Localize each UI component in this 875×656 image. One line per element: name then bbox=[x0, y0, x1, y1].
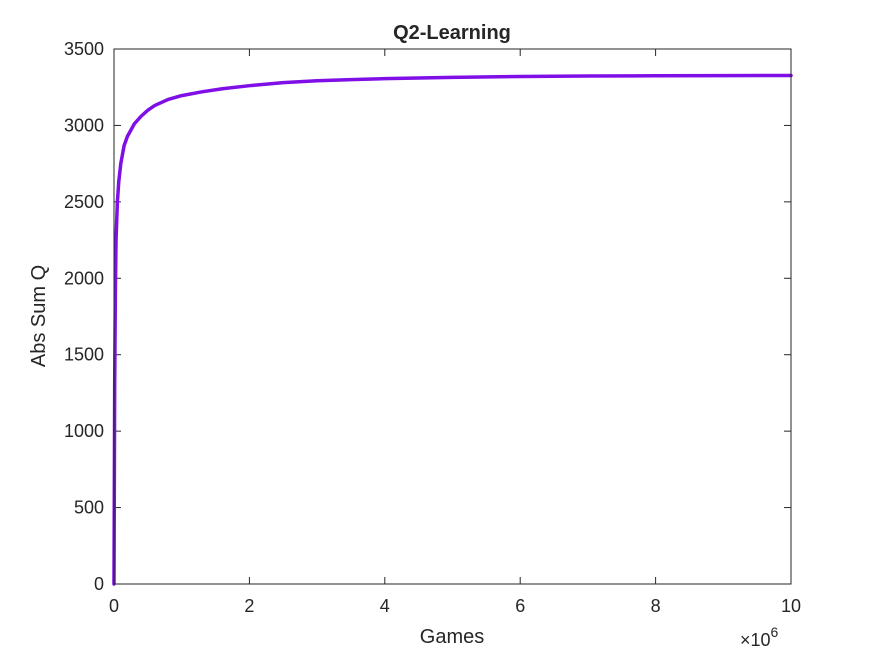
y-axis-label: Abs Sum Q bbox=[28, 265, 50, 367]
plot-area bbox=[114, 49, 791, 584]
x-tick-label: 6 bbox=[515, 596, 525, 616]
y-tick-label: 1500 bbox=[64, 345, 104, 365]
x-tick-label: 2 bbox=[244, 596, 254, 616]
plot-frame bbox=[113, 48, 792, 585]
x-tick-label: 4 bbox=[380, 596, 390, 616]
y-tick-label: 1000 bbox=[64, 421, 104, 441]
x-axis-label: Games bbox=[420, 626, 484, 648]
x-exponent: ×106 bbox=[740, 624, 779, 650]
y-tick-label: 2000 bbox=[64, 268, 104, 288]
series-line bbox=[112, 73, 793, 586]
x-exponent-power: 6 bbox=[771, 624, 779, 640]
y-tick-label: 2500 bbox=[64, 192, 104, 212]
y-tick-label: 500 bbox=[74, 498, 104, 518]
y-tick-label: 3000 bbox=[64, 115, 104, 135]
y-tick-label: 3500 bbox=[64, 39, 104, 59]
x-exponent-base: ×10 bbox=[740, 630, 771, 650]
chart-title: Q2-Learning bbox=[393, 22, 511, 44]
x-tick-label: 0 bbox=[109, 596, 119, 616]
x-tick-label: 8 bbox=[651, 596, 661, 616]
y-tick-label: 0 bbox=[94, 574, 104, 594]
axis-ticks: 0 2 4 6 8 10 0 500 1000 1500 2000 2500 3000 3500 bbox=[64, 39, 801, 616]
x-tick-label: 10 bbox=[781, 596, 801, 616]
series-layer bbox=[112, 73, 793, 586]
